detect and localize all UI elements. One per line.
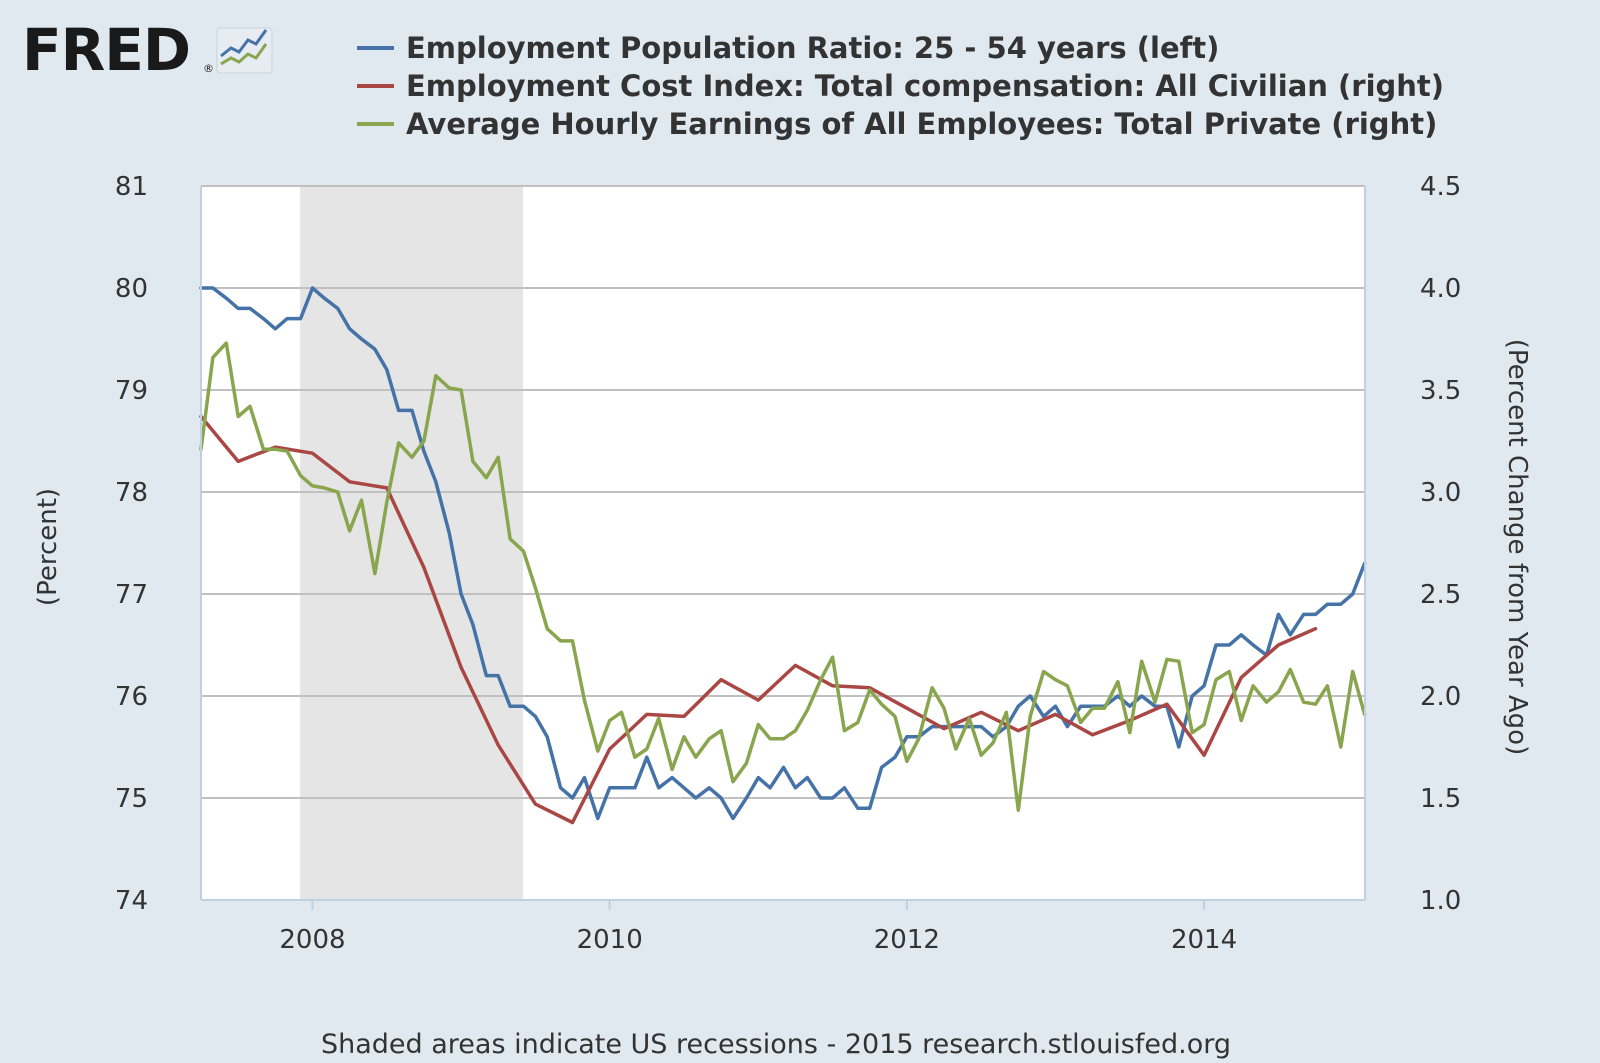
y-right-tick-label: 4.0 (1420, 274, 1461, 304)
y-left-tick-label: 77 (115, 580, 148, 610)
x-tick-label: 2012 (874, 925, 940, 955)
y-right-tick-label: 1.5 (1420, 784, 1461, 814)
y-left-tick-label: 74 (115, 886, 148, 916)
y-left-tick-label: 80 (115, 274, 148, 304)
y-right-tick-label: 2.5 (1420, 580, 1461, 610)
series-line-3[interactable] (199, 341, 1367, 812)
y-left-tick-label: 75 (115, 784, 148, 814)
y-right-axis-title: (Percent Change from Year Ago) (1502, 339, 1532, 755)
logo-text: FRED (22, 16, 190, 84)
series-lines (199, 286, 1367, 825)
series-line-2[interactable] (199, 414, 1318, 825)
y-left-tick-label: 79 (115, 376, 148, 406)
y-right-tick-label: 3.5 (1420, 376, 1461, 406)
axes: 74 75 76 77 78 79 80 81 1.0 1.5 2.0 2.5 3.0 3.5 4.0 4.5… (115, 172, 1461, 955)
legend-label-1[interactable]: Employment Population Ratio: 25 - 54 yea… (406, 31, 1219, 65)
y-left-axis-title: (Percent) (33, 488, 63, 606)
legend: Employment Population Ratio: 25 - 54 yea… (357, 31, 1444, 141)
logo-registered-mark: ® (203, 62, 214, 75)
y-right-tick-label: 4.5 (1420, 172, 1461, 202)
x-tick-label: 2010 (577, 925, 643, 955)
y-right-tick-label: 1.0 (1420, 886, 1461, 916)
y-left-tick-label: 81 (115, 172, 148, 202)
logo-chart-icon (216, 27, 273, 74)
x-tick-label: 2014 (1171, 925, 1237, 955)
footer-note: Shaded areas indicate US recessions - 20… (321, 1029, 1231, 1060)
y-right-tick-label: 2.0 (1420, 682, 1461, 712)
y-left-tick-label: 78 (115, 478, 148, 508)
x-tick-label: 2008 (279, 925, 345, 955)
series-line-1[interactable] (199, 286, 1367, 821)
y-left-tick-label: 76 (115, 682, 148, 712)
fred-logo[interactable]: FRED ® (22, 16, 273, 84)
legend-label-2[interactable]: Employment Cost Index: Total compensatio… (406, 69, 1444, 103)
legend-label-3[interactable]: Average Hourly Earnings of All Employees… (406, 107, 1437, 141)
y-right-tick-label: 3.0 (1420, 478, 1461, 508)
